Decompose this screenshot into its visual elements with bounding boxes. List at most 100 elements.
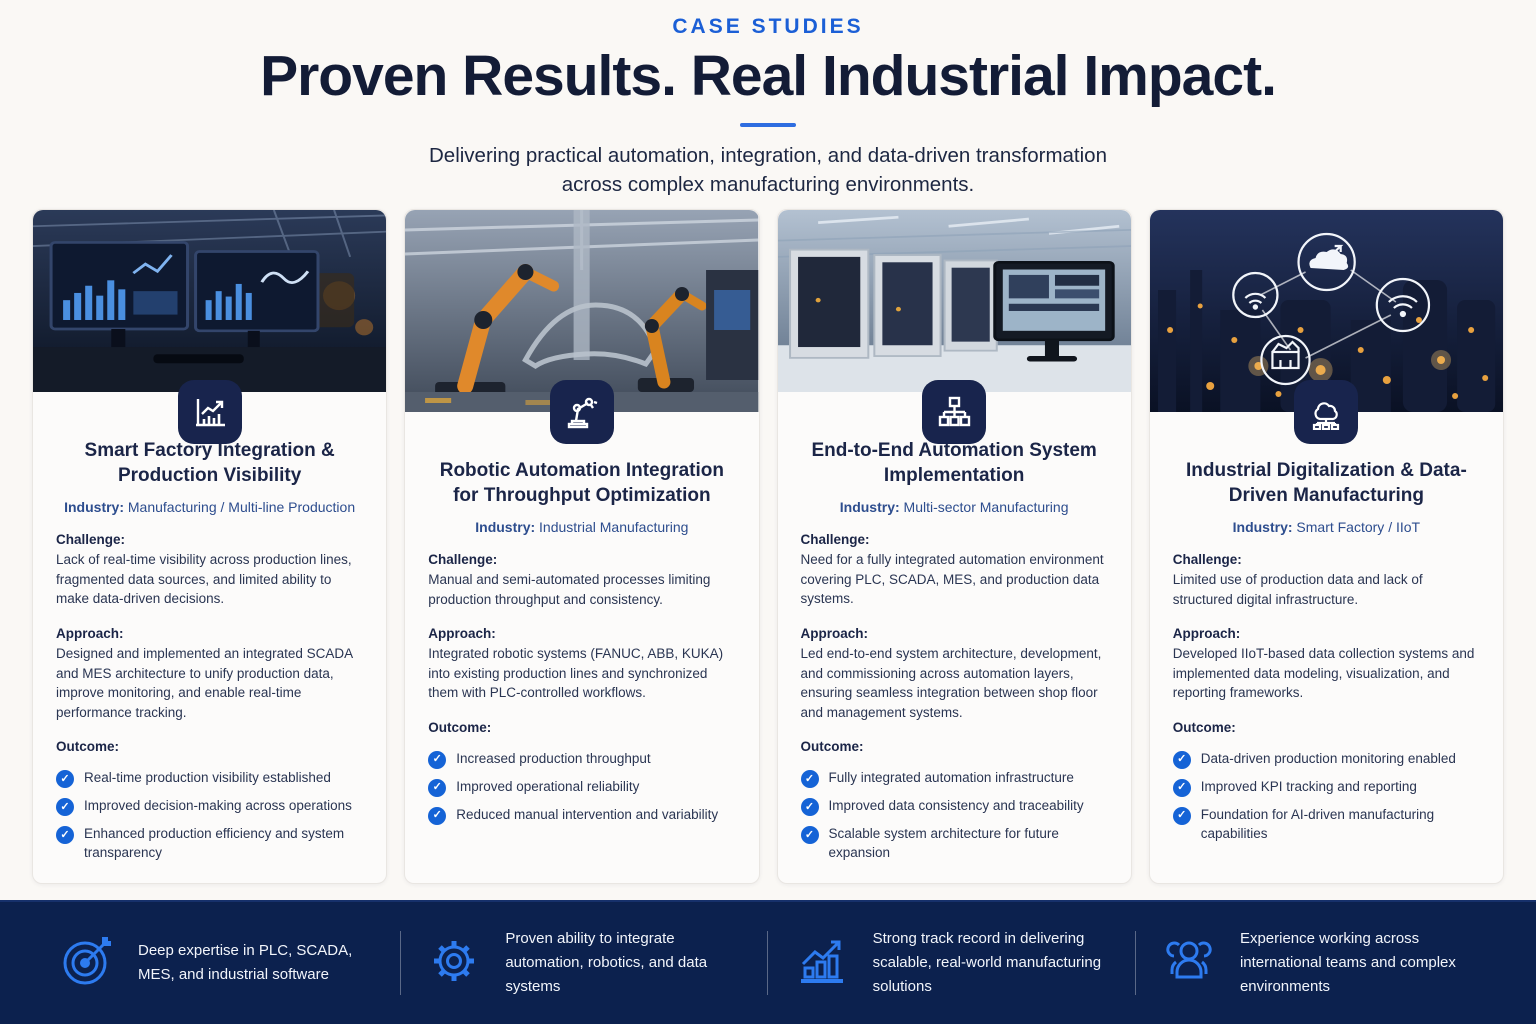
outcome-text: Improved operational reliability bbox=[456, 779, 640, 795]
outcome-item: ✓ Enhanced production efficiency and syst… bbox=[56, 825, 363, 863]
outcome-item: ✓ Improved KPI tracking and reporting bbox=[1172, 778, 1480, 798]
photo-control-cabinets bbox=[777, 210, 1131, 393]
team-icon bbox=[1160, 932, 1218, 995]
eyebrow-label: CASE STUDIES bbox=[672, 15, 864, 38]
footer-text: Proven ability to integrate automation, … bbox=[505, 930, 708, 995]
outcome-list: ✓ Data-driven production monitoring enabl… bbox=[1172, 741, 1480, 844]
outcome-label: Outcome: bbox=[56, 739, 120, 755]
outcome-item: ✓ Scalable system architecture for future… bbox=[800, 825, 1108, 863]
approach-label: Approach: bbox=[56, 626, 124, 642]
check-icon: ✓ bbox=[1172, 751, 1191, 770]
outcome-label: Outcome: bbox=[1172, 720, 1236, 736]
check-icon: ✓ bbox=[1172, 779, 1191, 798]
card-title: End-to-End Automation System Implementat… bbox=[811, 440, 1097, 487]
photo-robotic-arms bbox=[405, 210, 759, 413]
outcome-list: ✓ Increased production throughput ✓ Improv… bbox=[428, 741, 735, 826]
outcome-text: Improved data consistency and traceabili… bbox=[828, 798, 1084, 814]
check-icon: ✓ bbox=[800, 798, 819, 817]
outcome-text: Data-driven production monitoring enable… bbox=[1200, 751, 1456, 767]
approach-label: Approach: bbox=[428, 626, 496, 642]
card-title: Smart Factory Integration & Production V… bbox=[84, 440, 335, 487]
cloud-network-icon bbox=[1294, 380, 1359, 445]
approach-text: Developed IIoT-based data collection sys… bbox=[1172, 646, 1475, 701]
challenge-text: Lack of real-time visibility across prod… bbox=[56, 552, 352, 607]
check-icon: ✓ bbox=[428, 751, 447, 770]
case-card-smart-factory: Smart Factory Integration & Production V… bbox=[32, 209, 388, 885]
outcome-list: ✓ Fully integrated automation infrastruct… bbox=[800, 760, 1108, 863]
industry-label: Industry: bbox=[1232, 519, 1293, 536]
footer-item-integration: Proven ability to integrate automation, … bbox=[425, 927, 743, 999]
footer-text: Deep expertise in PLC, SCADA, MES, and i… bbox=[138, 942, 353, 983]
case-card-end-to-end-automation: End-to-End Automation System Implementat… bbox=[776, 209, 1132, 885]
robotic-arms-illustration bbox=[405, 210, 759, 413]
card-title: Robotic Automation Integration for Throu… bbox=[439, 460, 725, 507]
challenge-label: Challenge: bbox=[56, 532, 126, 548]
check-icon: ✓ bbox=[56, 798, 74, 817]
challenge-label: Challenge: bbox=[428, 552, 498, 568]
industry-label: Industry: bbox=[475, 519, 536, 536]
outcome-item: ✓ Foundation for AI-driven manufacturing … bbox=[1172, 806, 1480, 844]
card-body: Smart Factory Integration & Production V… bbox=[33, 392, 386, 883]
challenge-label: Challenge: bbox=[800, 532, 870, 548]
industry-line: Industry: Manufacturing / Multi-line Pro… bbox=[56, 499, 363, 515]
approach-label: Approach: bbox=[1172, 626, 1241, 642]
challenge-text: Need for a fully integrated automation e… bbox=[800, 552, 1104, 607]
target-icon bbox=[58, 932, 116, 995]
sitemap-icon bbox=[922, 380, 987, 445]
credentials-footer: Deep expertise in PLC, SCADA, MES, and i… bbox=[0, 900, 1536, 1024]
outcome-text: Improved decision-making across operatio… bbox=[84, 798, 352, 814]
growth-chart-icon bbox=[793, 932, 851, 995]
check-icon: ✓ bbox=[56, 770, 74, 789]
challenge-text: Manual and semi-automated processes limi… bbox=[428, 572, 711, 607]
outcome-item: ✓ Improved data consistency and traceabil… bbox=[800, 797, 1108, 817]
case-study-cards: Smart Factory Integration & Production V… bbox=[0, 209, 1536, 885]
footer-item-international: Experience working across international … bbox=[1160, 927, 1478, 999]
outcome-item: ✓ Fully integrated automation infrastruct… bbox=[800, 769, 1108, 789]
challenge-label: Challenge: bbox=[1172, 552, 1242, 568]
factory-dashboards-illustration bbox=[33, 210, 387, 393]
outcome-text: Fully integrated automation infrastructu… bbox=[828, 770, 1074, 786]
approach-text: Led end-to-end system architecture, deve… bbox=[800, 646, 1102, 720]
outcome-text: Foundation for AI-driven manufacturing c… bbox=[1200, 807, 1435, 841]
outcome-list: ✓ Real-time production visibility establi… bbox=[56, 760, 363, 863]
control-cabinets-illustration bbox=[777, 210, 1131, 393]
page-title: Proven Results. Real Industrial Impact. bbox=[260, 44, 1277, 108]
industry-value: Multi-sector Manufacturing bbox=[903, 499, 1069, 516]
outcome-text: Enhanced production efficiency and syste… bbox=[84, 826, 345, 861]
case-card-industrial-digitalization: Industrial Digitalization & Data-Driven … bbox=[1148, 209, 1504, 885]
check-icon: ✓ bbox=[428, 807, 447, 826]
bar-chart-growth-icon bbox=[177, 380, 242, 445]
outcome-item: ✓ Real-time production visibility establi… bbox=[56, 769, 363, 789]
gear-icon bbox=[425, 932, 483, 995]
footer-divider bbox=[1134, 931, 1136, 995]
outcome-item: ✓ Data-driven production monitoring enabl… bbox=[1172, 750, 1480, 770]
footer-item-track-record: Strong track record in delivering scalab… bbox=[793, 927, 1111, 999]
page-header: CASE STUDIES Proven Results. Real Indust… bbox=[0, 0, 1536, 199]
card-title: Industrial Digitalization & Data-Driven … bbox=[1185, 460, 1467, 507]
industry-label: Industry: bbox=[839, 499, 900, 516]
photo-factory-dashboards bbox=[33, 210, 387, 393]
footer-divider bbox=[767, 931, 769, 995]
check-icon: ✓ bbox=[56, 826, 74, 845]
outcome-text: Increased production throughput bbox=[456, 751, 651, 767]
subtitle-line-1: Delivering practical automation, integra… bbox=[428, 143, 1107, 167]
title-underline bbox=[740, 122, 796, 127]
approach-label: Approach: bbox=[800, 626, 869, 642]
outcome-text: Reduced manual intervention and variabil… bbox=[456, 807, 719, 823]
subtitle-line-2: across complex manufacturing environment… bbox=[561, 172, 975, 196]
footer-text: Strong track record in delivering scalab… bbox=[872, 930, 1102, 995]
footer-text: Experience working across international … bbox=[1239, 930, 1456, 995]
industry-value: Smart Factory / IIoT bbox=[1296, 519, 1421, 536]
industry-line: Industry: Industrial Manufacturing bbox=[428, 519, 735, 535]
industry-value: Manufacturing / Multi-line Production bbox=[127, 499, 356, 516]
industry-line: Industry: Multi-sector Manufacturing bbox=[801, 499, 1108, 515]
outcome-text: Real-time production visibility establis… bbox=[84, 770, 331, 786]
industry-label: Industry: bbox=[64, 499, 124, 516]
outcome-label: Outcome: bbox=[428, 720, 492, 736]
case-card-robotic-automation: Robotic Automation Integration for Throu… bbox=[404, 209, 760, 885]
outcome-text: Scalable system architecture for future … bbox=[828, 826, 1059, 861]
outcome-item: ✓ Reduced manual intervention and variabi… bbox=[428, 806, 735, 826]
industry-line: Industry: Smart Factory / IIoT bbox=[1173, 519, 1480, 535]
check-icon: ✓ bbox=[1172, 807, 1191, 826]
card-body: End-to-End Automation System Implementat… bbox=[778, 392, 1131, 883]
